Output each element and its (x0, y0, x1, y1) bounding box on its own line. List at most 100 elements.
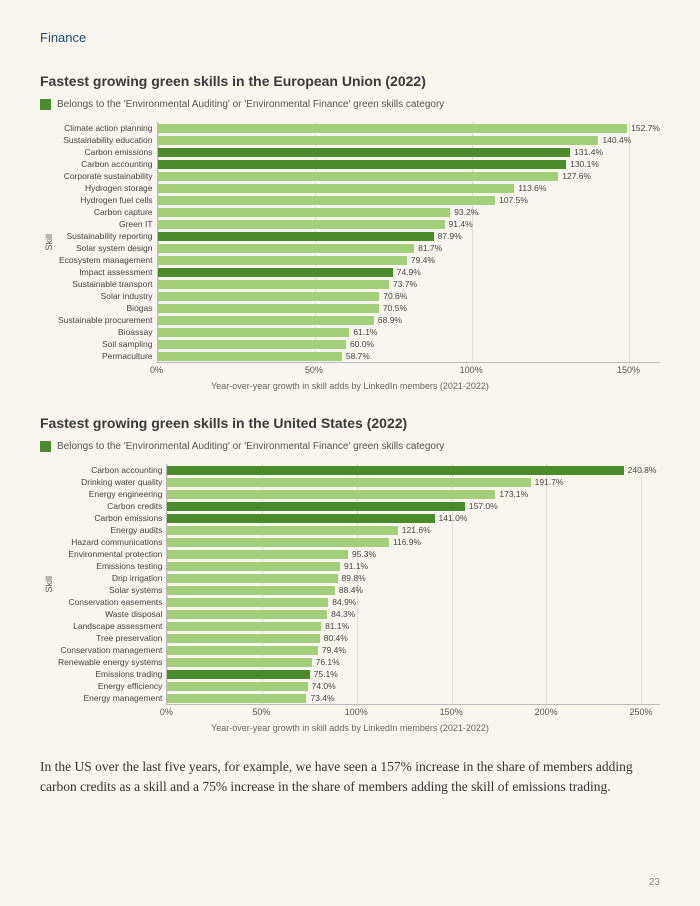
bar-category-label: Biogas (58, 302, 153, 314)
bar-row: 60.0% (158, 338, 660, 350)
bar (158, 316, 374, 325)
bar (167, 670, 309, 679)
bar-value-label: 68.9% (378, 315, 402, 325)
legend-swatch (40, 99, 51, 110)
bar-value-label: 173.1% (499, 489, 528, 499)
chart-eu-legend: Belongs to the 'Environmental Auditing' … (40, 99, 660, 110)
x-tick-label: 150% (440, 707, 463, 717)
bar (158, 340, 346, 349)
bar (167, 634, 319, 643)
bar (158, 244, 415, 253)
bar-row: 93.2% (158, 206, 660, 218)
bar-value-label: 73.4% (310, 693, 334, 703)
bar-category-label: Carbon accounting (58, 464, 162, 476)
bar (167, 694, 306, 703)
bar-category-label: Carbon emissions (58, 512, 162, 524)
bar-value-label: 81.7% (418, 243, 442, 253)
bar-value-label: 88.4% (339, 585, 363, 595)
bar-category-label: Solar systems (58, 584, 162, 596)
body-paragraph: In the US over the last five years, for … (40, 757, 660, 796)
bar-value-label: 70.6% (383, 291, 407, 301)
bar (167, 502, 464, 511)
bar-row: 113.6% (158, 182, 660, 194)
bar-value-label: 140.4% (602, 135, 631, 145)
bar-category-label: Sustainable transport (58, 278, 153, 290)
bar-value-label: 74.9% (397, 267, 421, 277)
bar (158, 208, 451, 217)
bar (158, 148, 571, 157)
bar-value-label: 76.1% (316, 657, 340, 667)
section-label: Finance (40, 30, 660, 45)
x-tick-label: 0% (150, 365, 163, 375)
bar-value-label: 127.6% (562, 171, 591, 181)
bar-value-label: 58.7% (346, 351, 370, 361)
bar-category-label: Bioassay (58, 326, 153, 338)
x-axis-title: Year-over-year growth in skill adds by L… (40, 381, 660, 391)
bar-value-label: 79.4% (322, 645, 346, 655)
bar-row: 58.7% (158, 350, 660, 362)
bar-category-label: Landscape assessment (58, 620, 162, 632)
bar-row: 191.7% (167, 476, 660, 488)
bar (158, 304, 379, 313)
bar-category-label: Waste disposal (58, 608, 162, 620)
bar (167, 598, 328, 607)
bar-row: 81.1% (167, 620, 660, 632)
x-tick-label: 50% (252, 707, 270, 717)
bar-value-label: 130.1% (570, 159, 599, 169)
bar-category-label: Energy engineering (58, 488, 162, 500)
bar-category-label: Carbon emissions (58, 146, 153, 158)
bar-value-label: 157.0% (469, 501, 498, 511)
chart-eu-plot: 152.7%140.4%131.4%130.1%127.6%113.6%107.… (157, 122, 660, 363)
bar (158, 256, 407, 265)
bar (167, 514, 434, 523)
bar-row: 70.6% (158, 290, 660, 302)
x-axis-ticks: 0%50%100%150%200%250% (166, 705, 660, 719)
x-tick-label: 250% (630, 707, 653, 717)
bar-row: 121.6% (167, 524, 660, 536)
bar-value-label: 89.8% (342, 573, 366, 583)
bar (167, 574, 337, 583)
bar (158, 328, 350, 337)
bar-row: 131.4% (158, 146, 660, 158)
bar (167, 622, 321, 631)
bar-value-label: 191.7% (535, 477, 564, 487)
bar-value-label: 93.2% (454, 207, 478, 217)
x-tick-label: 200% (535, 707, 558, 717)
bar-value-label: 131.4% (574, 147, 603, 157)
bar-row: 84.9% (167, 596, 660, 608)
bar-category-label: Emissions testing (58, 560, 162, 572)
bar (167, 658, 311, 667)
bar-category-label: Energy management (58, 692, 162, 704)
bar-row: 157.0% (167, 500, 660, 512)
x-tick-label: 100% (345, 707, 368, 717)
bar-category-label: Solar system design (58, 242, 153, 254)
bar (158, 184, 515, 193)
chart-us-legend: Belongs to the 'Environmental Auditing' … (40, 441, 660, 452)
bar (158, 124, 628, 133)
bar-row: 73.7% (158, 278, 660, 290)
y-axis-title: Skill (40, 576, 58, 593)
bar-category-label: Carbon accounting (58, 158, 153, 170)
bar (167, 586, 334, 595)
bar-category-label: Sustainable procurement (58, 314, 153, 326)
bar-value-label: 91.1% (344, 561, 368, 571)
bar-row: 76.1% (167, 656, 660, 668)
bar (158, 268, 393, 277)
bar-row: 240.8% (167, 464, 660, 476)
bar-value-label: 116.9% (393, 537, 421, 547)
bar-value-label: 79.4% (411, 255, 435, 265)
bar-category-label: Hydrogen storage (58, 182, 153, 194)
legend-swatch (40, 441, 51, 452)
bar-row: 107.5% (158, 194, 660, 206)
chart-eu-title: Fastest growing green skills in the Euro… (40, 73, 660, 89)
x-tick-label: 0% (160, 707, 173, 717)
bar (167, 646, 317, 655)
bar-row: 141.0% (167, 512, 660, 524)
bar-value-label: 141.0% (439, 513, 468, 523)
bar-category-label: Corporate sustainability (58, 170, 153, 182)
bar-category-label: Renewable energy systems (58, 656, 162, 668)
x-axis-ticks: 0%50%100%150% (157, 363, 660, 377)
chart-us-plot: 240.8%191.7% 173.1%157.0%141.0%121.6%116.… (166, 464, 660, 705)
bar-category-label: Sustainability education (58, 134, 153, 146)
bar-value-label: 107.5% (499, 195, 528, 205)
